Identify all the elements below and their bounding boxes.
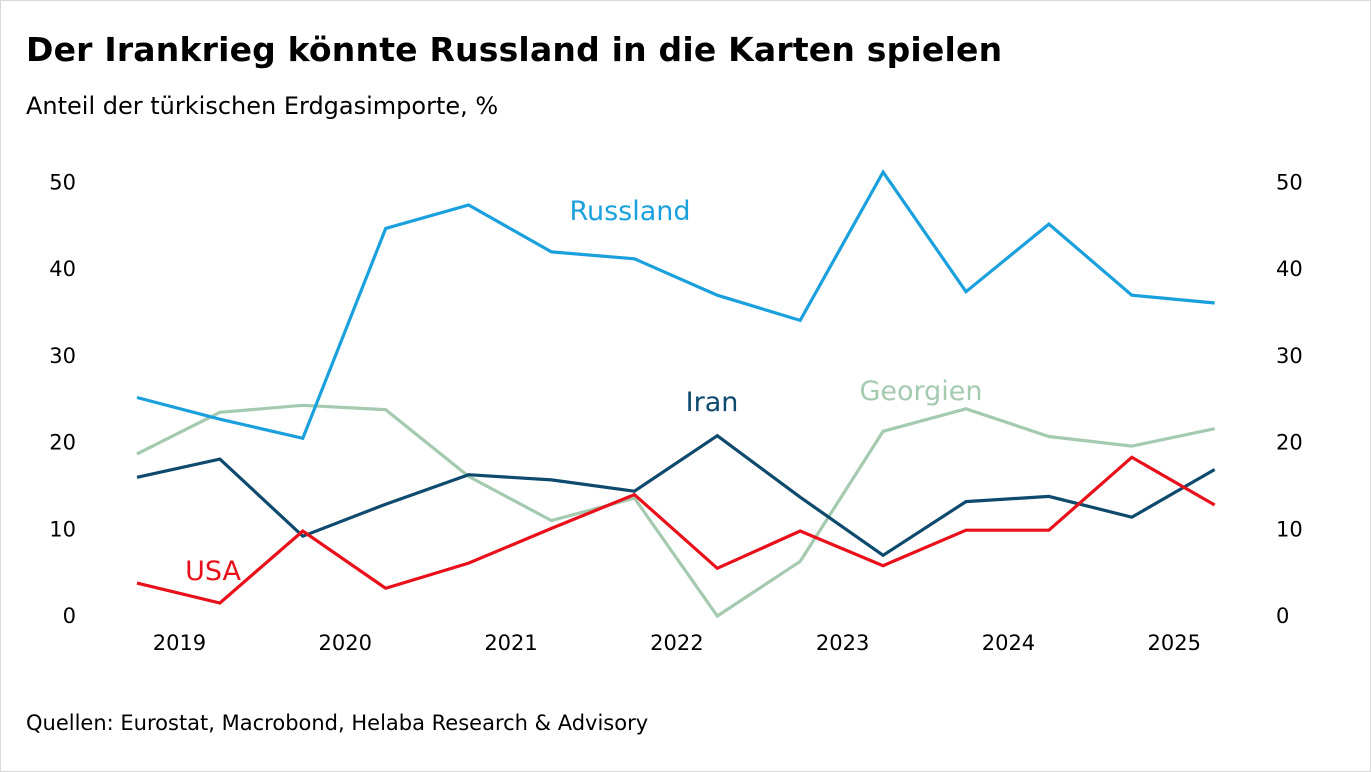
y-tick-label-right: 20: [1276, 431, 1303, 455]
x-tick-label: 2019: [153, 631, 206, 655]
y-axis-left: 0 10 20 30 40 50: [49, 171, 76, 629]
y-tick-label-right: 30: [1276, 344, 1303, 368]
y-axis-right: 0 10 20 30 40 50: [1276, 171, 1303, 629]
y-tick-label-left: 40: [49, 257, 76, 281]
x-tick-label: 2023: [816, 631, 869, 655]
y-tick-label-left: 20: [49, 431, 76, 455]
y-tick-label-right: 0: [1276, 604, 1289, 628]
series-lines: [136, 169, 1216, 619]
x-tick-label: 2025: [1148, 631, 1201, 655]
y-tick-label-right: 10: [1276, 517, 1303, 541]
y-tick-label-left: 10: [49, 517, 76, 541]
x-axis: 2019 2020 2021 2022 2023 2024 2025: [153, 631, 1201, 655]
x-tick-label: 2020: [319, 631, 372, 655]
y-tick-label-right: 40: [1276, 257, 1303, 281]
x-tick-label: 2024: [982, 631, 1035, 655]
chart-subtitle: Anteil der türkischen Erdgasimporte, %: [26, 92, 499, 120]
y-tick-label-left: 30: [49, 344, 76, 368]
series-label-russland: Russland: [569, 196, 690, 227]
series-label-usa: USA: [185, 556, 241, 587]
series-labels: Russland Iran Georgien USA: [185, 196, 982, 587]
series-line-usa: [136, 455, 1216, 605]
series-label-georgien: Georgien: [859, 376, 982, 407]
y-tick-label-left: 0: [63, 604, 76, 628]
y-tick-label-right: 50: [1276, 171, 1303, 195]
source-note: Quellen: Eurostat, Macrobond, Helaba Res…: [26, 711, 649, 735]
series-label-iran: Iran: [686, 387, 739, 418]
y-tick-label-left: 50: [49, 171, 76, 195]
x-tick-label: 2021: [484, 631, 537, 655]
x-tick-label: 2022: [650, 631, 703, 655]
series-line-russland: [136, 169, 1215, 441]
chart-title: Der Irankrieg könnte Russland in die Kar…: [26, 30, 1003, 69]
series-line-iran: [136, 433, 1216, 558]
